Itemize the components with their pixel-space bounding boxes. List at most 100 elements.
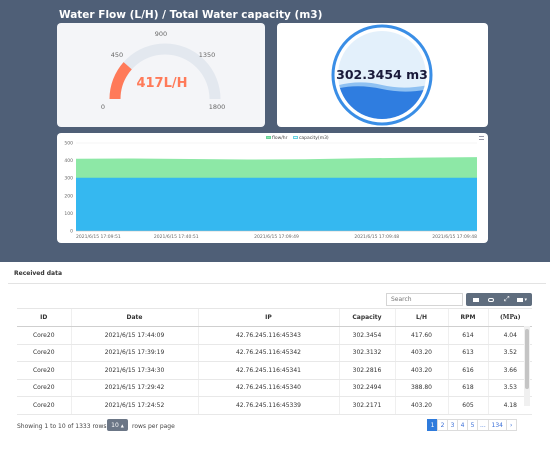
page-134[interactable]: 134 — [487, 419, 507, 431]
dashboard-panel: Water Flow (L/H) / Total Water capacity … — [0, 0, 550, 262]
cell-ip: 42.76.245.116:45343 — [197, 326, 339, 345]
x-tick-label: 2021/6/15 17:09:48 — [354, 234, 399, 240]
table-row[interactable]: Core20 2021/6/15 17:34:30 42.76.245.116:… — [17, 361, 532, 380]
pagination: 1 2 3 4 5 ... 134 › — [427, 419, 517, 431]
toggle-icon[interactable] — [486, 295, 497, 304]
table-scrollbar[interactable] — [524, 326, 530, 406]
cell-date: 2021/6/15 17:44:09 — [70, 326, 198, 345]
table-row[interactable]: Core20 2021/6/15 17:44:09 42.76.245.116:… — [17, 326, 532, 345]
cell-capacity: 302.2494 — [338, 379, 395, 397]
y-tick-label: 500 — [64, 141, 73, 147]
cell-lh: 403.20 — [394, 344, 448, 362]
rows-per-page-value: 10 — [111, 421, 119, 429]
gauge-tick-900: 900 — [155, 30, 167, 38]
col-header-date[interactable]: Date — [70, 308, 198, 327]
gauge-tick-0: 0 — [101, 103, 105, 111]
gauge-fill — [109, 62, 132, 100]
water-capacity-value: 302.3454 m3 — [336, 67, 428, 82]
cell-lh: 417.60 — [394, 326, 448, 345]
cell-mpa: 4.04 — [487, 326, 532, 345]
cell-ip: 42.76.245.116:45340 — [197, 379, 339, 397]
y-tick-label: 200 — [64, 193, 73, 199]
cell-lh: 403.20 — [394, 361, 448, 380]
col-header-lh[interactable]: L/H — [394, 308, 448, 327]
cell-date: 2021/6/15 17:24:52 — [70, 396, 198, 415]
cell-capacity: 302.3454 — [338, 326, 395, 345]
y-tick-label: 400 — [64, 158, 73, 164]
caret-down-icon: ▲ — [120, 422, 124, 428]
rect-icon[interactable] — [470, 295, 481, 304]
fullscreen-icon[interactable]: ⤢ — [503, 295, 510, 303]
cell-capacity: 302.3132 — [338, 344, 395, 362]
rows-summary: Showing 1 to 10 of 1333 rows — [17, 423, 107, 430]
cell-id: Core20 — [17, 379, 71, 397]
trend-chart: 0 100 200 300 400 500 2021/6/15 17:09:51 2021/6… — [64, 141, 477, 241]
y-tick-label: 100 — [64, 211, 73, 217]
gauge-tick-1800: 1800 — [209, 103, 226, 111]
x-tick-label: 2021/6/15 17:09:51 — [76, 234, 121, 240]
water-capacity-card: 302.3454 m3 — [277, 23, 488, 127]
next-page-icon[interactable]: › — [505, 419, 517, 431]
cell-id: Core20 — [17, 361, 71, 380]
col-header-ip[interactable]: IP — [197, 308, 339, 327]
gauge-value: 417L/H — [136, 76, 187, 91]
cell-lh: 388.80 — [394, 379, 448, 397]
col-header-id[interactable]: ID — [17, 308, 71, 327]
section-divider — [8, 283, 546, 284]
legend-capacity[interactable]: capacity(m3) — [298, 136, 329, 141]
table-toolbar: ⤢ ▾ — [466, 293, 532, 306]
cell-ip: 42.76.245.116:45341 — [197, 361, 339, 380]
cell-mpa: 3.66 — [487, 361, 532, 380]
cell-rpm: 616 — [447, 361, 488, 380]
col-header-mpa[interactable]: (MPa) — [487, 308, 532, 327]
rows-per-page-select[interactable]: 10 ▲ — [107, 419, 128, 431]
x-tick-label: 2021/6/15 17:09:49 — [254, 234, 299, 240]
cell-mpa: 4.18 — [487, 396, 532, 415]
table-row[interactable]: Core20 2021/6/15 17:24:52 42.76.245.116:… — [17, 396, 532, 415]
grid-dropdown-icon[interactable]: ▾ — [517, 295, 528, 304]
rows-per-page-label: rows per page — [132, 423, 175, 430]
cell-id: Core20 — [17, 396, 71, 415]
gauge-tick-450: 450 — [111, 51, 123, 59]
flow-gauge-card: 0 450 900 1350 1800 417L/H — [57, 23, 265, 127]
cell-mpa: 3.52 — [487, 344, 532, 362]
cell-date: 2021/6/15 17:29:42 — [70, 379, 198, 397]
col-header-capacity[interactable]: Capacity — [338, 308, 395, 327]
cell-mpa: 3.53 — [487, 379, 532, 397]
cell-capacity: 302.2816 — [338, 361, 395, 380]
table-row[interactable]: Core20 2021/6/15 17:39:19 42.76.245.116:… — [17, 344, 532, 362]
cell-rpm: 605 — [447, 396, 488, 415]
cell-rpm: 618 — [447, 379, 488, 397]
x-tick-label: 2021/6/15 17:09:48 — [432, 234, 477, 240]
dashboard-title: Water Flow (L/H) / Total Water capacity … — [59, 9, 323, 21]
cell-id: Core20 — [17, 344, 71, 362]
cell-date: 2021/6/15 17:39:19 — [70, 344, 198, 362]
cell-lh: 403.20 — [394, 396, 448, 415]
cell-rpm: 613 — [447, 344, 488, 362]
cell-date: 2021/6/15 17:34:30 — [70, 361, 198, 380]
y-tick-label: 300 — [64, 176, 73, 182]
table-row[interactable]: Core20 2021/6/15 17:29:42 42.76.245.116:… — [17, 379, 532, 397]
y-tick-label: 0 — [70, 229, 73, 235]
scrollbar-thumb[interactable] — [525, 329, 529, 389]
legend-flow[interactable]: flow/hr — [272, 136, 288, 141]
gauge-tick-1350: 1350 — [199, 51, 216, 59]
cell-rpm: 614 — [447, 326, 488, 345]
col-header-rpm[interactable]: RPM — [447, 308, 488, 327]
capacity-area — [76, 177, 477, 231]
cell-capacity: 302.2171 — [338, 396, 395, 415]
received-data-table: ID Date IP Capacity L/H RPM (MPa) Core20… — [17, 308, 532, 415]
cell-ip: 42.76.245.116:45339 — [197, 396, 339, 415]
flow-gauge: 0 450 900 1350 1800 417L/H — [101, 30, 226, 111]
received-data-label: Received data — [14, 270, 62, 277]
search-input[interactable] — [386, 293, 463, 306]
trend-chart-card: flow/hr capacity(m3) 0 100 200 300 400 500 202… — [57, 133, 488, 243]
legend-swatch-flow — [266, 136, 271, 139]
x-tick-label: 2021/6/15 17:40:51 — [154, 234, 199, 240]
cell-ip: 42.76.245.116:45342 — [197, 344, 339, 362]
cell-id: Core20 — [17, 326, 71, 345]
menu-icon[interactable] — [479, 136, 484, 140]
legend-swatch-capacity — [292, 136, 298, 139]
water-level-indicator: 302.3454 m3 — [331, 24, 433, 126]
chart-legend[interactable]: flow/hr capacity(m3) — [262, 136, 329, 141]
